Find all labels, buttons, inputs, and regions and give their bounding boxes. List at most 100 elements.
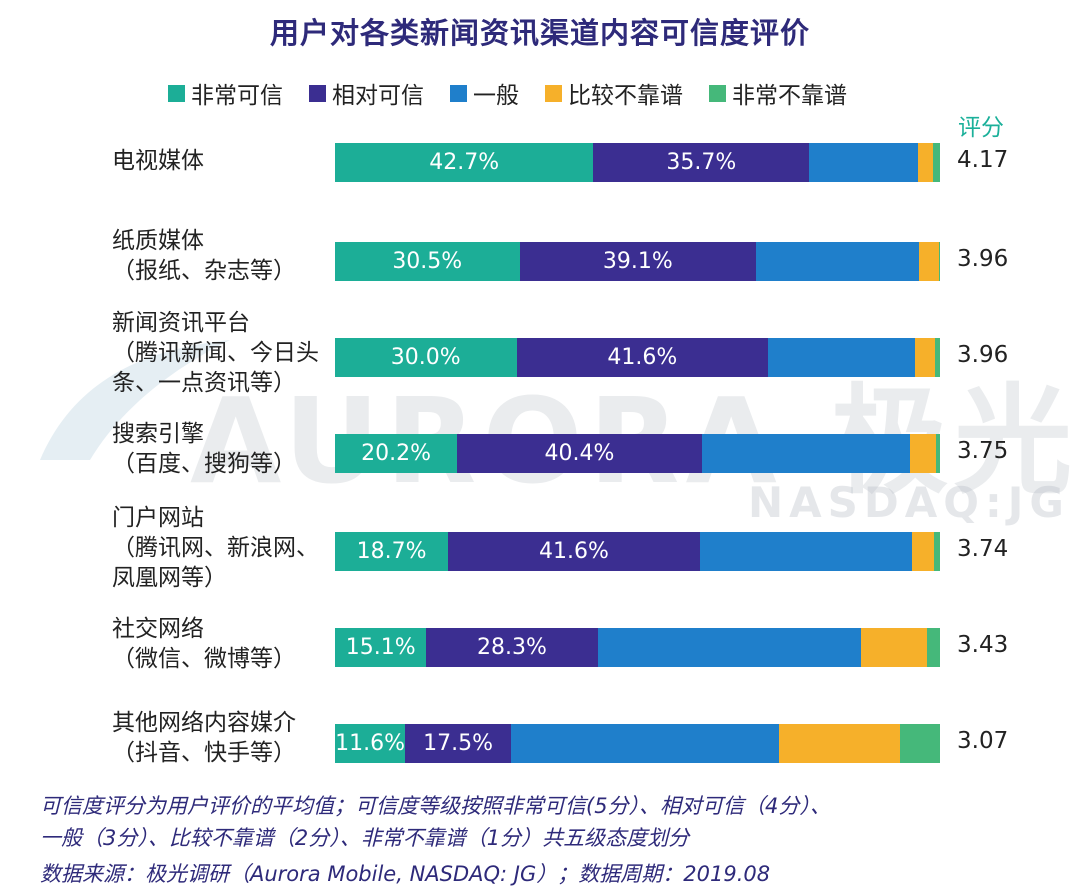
bar-segment [768, 338, 915, 377]
bar-segment [919, 242, 939, 281]
watermark-ticker: NASDAQ:JG [748, 478, 1070, 527]
category-name: 其他网络内容媒介 [112, 710, 296, 736]
stacked-bar: 11.6% 17.5% [335, 724, 940, 763]
category-label: 电视媒体 [112, 146, 342, 176]
bar-segment: 40.4% [457, 434, 702, 473]
bar-value-label: 30.5% [392, 249, 463, 274]
bar-segment: 17.5% [405, 724, 512, 763]
source-note: 数据来源：极光调研（Aurora Mobile, NASDAQ: JG）；数据周… [40, 862, 771, 886]
category-subtitle: （报纸、杂志等） [112, 258, 296, 284]
legend-label: 一般 [473, 83, 519, 109]
category-subtitle: （百度、搜狗等） [112, 451, 296, 477]
legend-label: 相对可信 [332, 83, 424, 109]
category-label: 其他网络内容媒介 （抖音、快手等） [112, 708, 342, 768]
legend-swatch [168, 84, 185, 102]
footnote-line-1: 可信度评分为用户评价的平均值；可信度等级按照非常可信(5分）、相对可信（4分）、 [40, 794, 831, 818]
category-name: 门户网站 [112, 505, 204, 531]
score-value: 3.74 [957, 536, 1009, 562]
bar-value-label: 18.7% [356, 539, 427, 564]
bar-value-label: 15.1% [345, 635, 416, 660]
legend-item: 相对可信 [309, 76, 424, 110]
category-label: 新闻资讯平台 （腾讯新闻、今日头 条、一点资讯等） [112, 308, 342, 398]
score-value: 4.17 [957, 147, 1009, 173]
bar-value-label: 41.6% [607, 345, 678, 370]
bar-segment: 41.6% [448, 532, 700, 571]
bar-value-label: 35.7% [666, 150, 737, 175]
bar-value-label: 42.7% [429, 150, 500, 175]
bar-value-label: 28.3% [477, 635, 547, 660]
category-label: 门户网站 （腾讯网、新浪网、 凤凰网等） [112, 503, 342, 593]
score-value: 3.96 [957, 246, 1009, 272]
bar-value-label: 41.6% [539, 539, 609, 564]
legend-item: 非常不靠谱 [709, 76, 847, 110]
legend-label: 比较不靠谱 [568, 83, 683, 109]
bar-segment [938, 242, 940, 281]
bar-segment: 28.3% [426, 628, 598, 667]
bar-segment [699, 532, 913, 571]
category-subtitle: 条、一点资讯等） [112, 370, 296, 396]
category-subtitle: （腾讯网、新浪网、 [112, 535, 319, 561]
category-name: 电视媒体 [112, 148, 204, 174]
category-name: 社交网络 [112, 616, 204, 642]
bar-segment [933, 532, 940, 571]
score-value: 3.96 [957, 342, 1009, 368]
category-label: 搜索引擎 （百度、搜狗等） [112, 419, 342, 479]
bar-segment: 15.1% [335, 628, 427, 667]
bar-segment: 42.7% [335, 143, 594, 182]
bar-segment [918, 143, 934, 182]
stacked-bar: 20.2% 40.4% [335, 434, 940, 473]
bar-segment [511, 724, 780, 763]
category-name: 新闻资讯平台 [112, 310, 250, 336]
bar-segment [779, 724, 901, 763]
bar-segment [926, 628, 940, 667]
chart-legend: 非常可信 相对可信 一般 比较不靠谱 非常不靠谱 [168, 76, 847, 110]
stacked-bar: 30.0% 41.6% [335, 338, 940, 377]
bar-segment: 39.1% [519, 242, 757, 281]
bar-segment [935, 338, 940, 377]
score-value: 3.43 [957, 632, 1009, 658]
legend-item: 非常可信 [168, 76, 283, 110]
bar-segment [936, 434, 940, 473]
chart-title: 用户对各类新闻资讯渠道内容可信度评价 [269, 16, 810, 50]
score-value: 3.75 [957, 438, 1009, 464]
bar-segment: 30.0% [335, 338, 517, 377]
legend-item: 一般 [450, 76, 519, 110]
category-name: 搜索引擎 [112, 421, 204, 447]
bar-segment [933, 143, 940, 182]
stacked-bar: 15.1% 28.3% [335, 628, 940, 667]
bar-value-label: 20.2% [361, 441, 432, 466]
bar-segment [909, 434, 937, 473]
bar-segment: 41.6% [516, 338, 769, 377]
bar-segment [860, 628, 927, 667]
legend-swatch [709, 84, 726, 102]
category-name: 纸质媒体 [112, 228, 204, 254]
bar-segment [756, 242, 920, 281]
bar-value-label: 30.0% [390, 345, 461, 370]
bar-segment [809, 143, 919, 182]
category-subtitle: （抖音、快手等） [112, 740, 296, 766]
stacked-bar: 42.7% 35.7% [335, 143, 940, 182]
category-subtitle: （腾讯新闻、今日头 [112, 340, 319, 366]
bar-segment [900, 724, 940, 763]
category-label: 纸质媒体 （报纸、杂志等） [112, 226, 342, 286]
bar-segment [912, 532, 934, 571]
bar-segment: 30.5% [335, 242, 520, 281]
bar-value-label: 17.5% [423, 731, 494, 756]
score-header: 评分 [958, 115, 1004, 141]
bar-value-label: 40.4% [544, 441, 615, 466]
bar-segment [914, 338, 936, 377]
bar-segment: 35.7% [593, 143, 810, 182]
bar-value-label: 11.6% [335, 731, 406, 756]
bar-value-label: 39.1% [602, 249, 673, 274]
score-value: 3.07 [957, 728, 1009, 754]
bar-segment: 11.6% [335, 724, 406, 763]
stacked-bar: 18.7% 41.6% [335, 532, 940, 571]
legend-label: 非常不靠谱 [732, 83, 847, 109]
legend-swatch [309, 84, 326, 102]
stacked-bar: 30.5% 39.1% [335, 242, 940, 281]
bar-segment: 18.7% [335, 532, 449, 571]
legend-swatch [450, 84, 467, 102]
footnote-line-2: 一般（3分）、比较不靠谱（2分）、非常不靠谱（1分）共五级态度划分 [40, 826, 690, 850]
legend-item: 比较不靠谱 [545, 76, 683, 110]
category-subtitle: 凤凰网等） [112, 565, 227, 591]
